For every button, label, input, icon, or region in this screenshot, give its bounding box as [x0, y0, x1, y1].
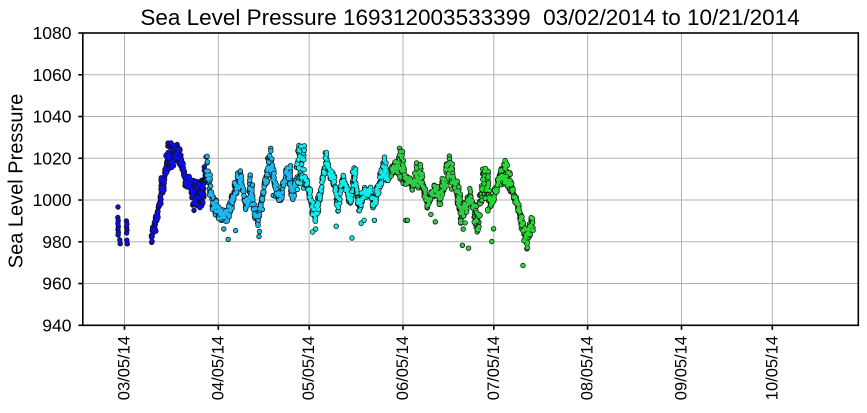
svg-text:03/05/14: 03/05/14	[116, 336, 134, 400]
svg-text:09/05/14: 09/05/14	[673, 336, 691, 400]
svg-text:10/05/14: 10/05/14	[763, 336, 781, 400]
svg-text:1020: 1020	[33, 148, 72, 168]
svg-text:08/05/14: 08/05/14	[579, 336, 597, 400]
svg-text:07/05/14: 07/05/14	[485, 336, 503, 400]
svg-text:940: 940	[42, 315, 71, 335]
svg-text:05/05/14: 05/05/14	[300, 336, 318, 400]
svg-text:1000: 1000	[33, 190, 72, 210]
svg-text:980: 980	[42, 232, 71, 252]
svg-text:Sea Level Pressure 16931200353: Sea Level Pressure 169312003533399 03/02…	[140, 5, 799, 30]
svg-text:1080: 1080	[33, 23, 72, 43]
svg-text:1060: 1060	[33, 65, 72, 85]
svg-text:04/05/14: 04/05/14	[209, 336, 227, 400]
svg-text:Sea Level Pressure: Sea Level Pressure	[6, 94, 28, 269]
svg-text:960: 960	[42, 274, 71, 294]
svg-text:1040: 1040	[33, 107, 72, 127]
svg-text:06/05/14: 06/05/14	[394, 336, 412, 400]
